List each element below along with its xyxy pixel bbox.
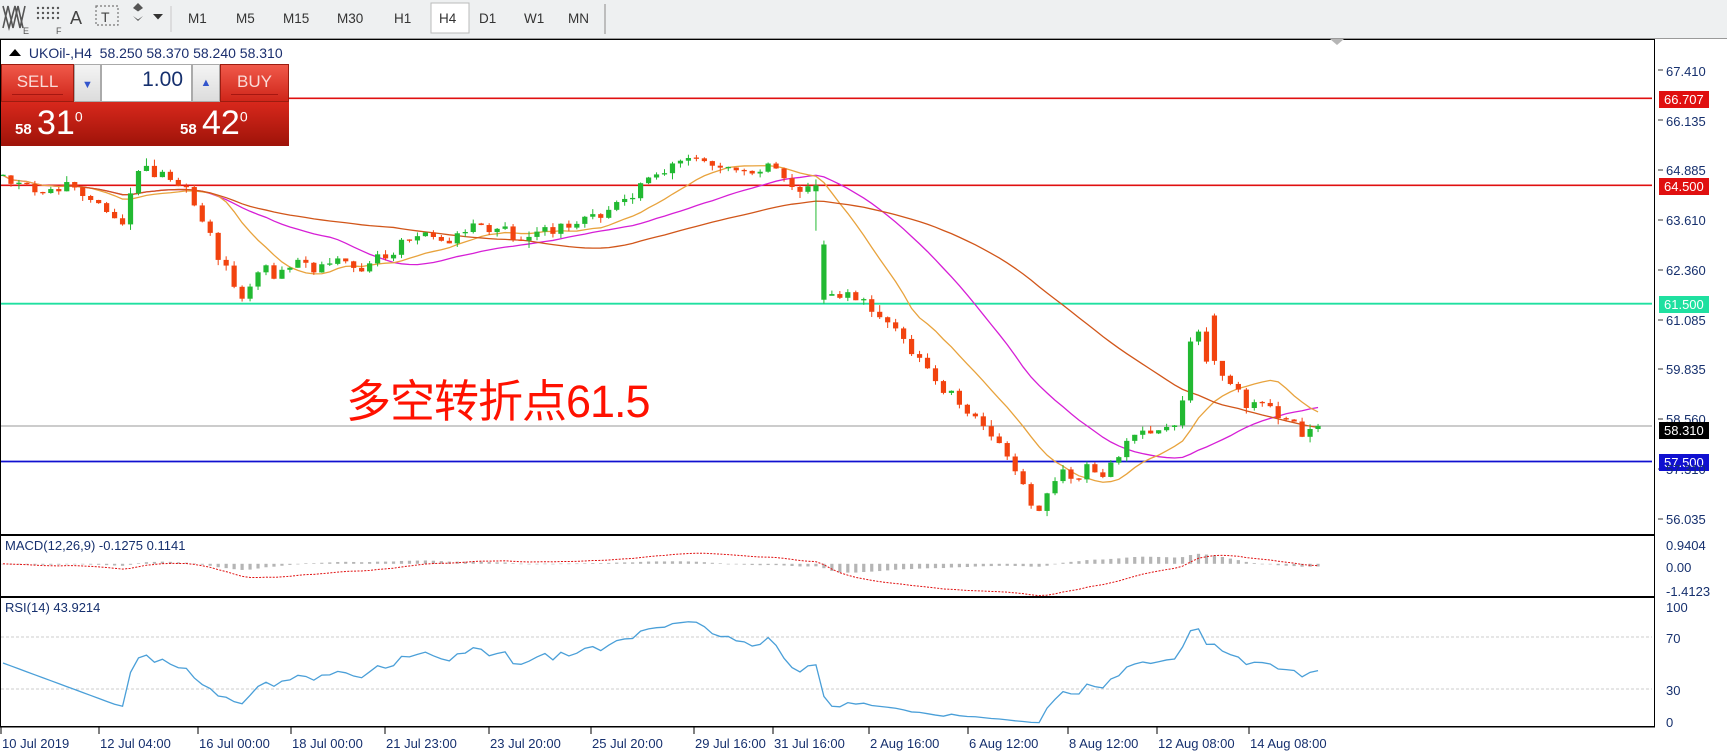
svg-text:M30: M30: [337, 11, 363, 26]
svg-text:H1: H1: [394, 11, 411, 26]
svg-text:M15: M15: [283, 11, 309, 26]
svg-text:MN: MN: [568, 11, 589, 26]
svg-text:D1: D1: [479, 11, 496, 26]
svg-text:F: F: [56, 26, 62, 36]
svg-text:M5: M5: [236, 11, 255, 26]
svg-text:A: A: [70, 8, 82, 28]
svg-text:W1: W1: [524, 11, 544, 26]
svg-text:T: T: [101, 9, 110, 25]
svg-text:M1: M1: [188, 11, 207, 26]
svg-text:H4: H4: [439, 11, 457, 26]
svg-text:E: E: [23, 26, 29, 36]
